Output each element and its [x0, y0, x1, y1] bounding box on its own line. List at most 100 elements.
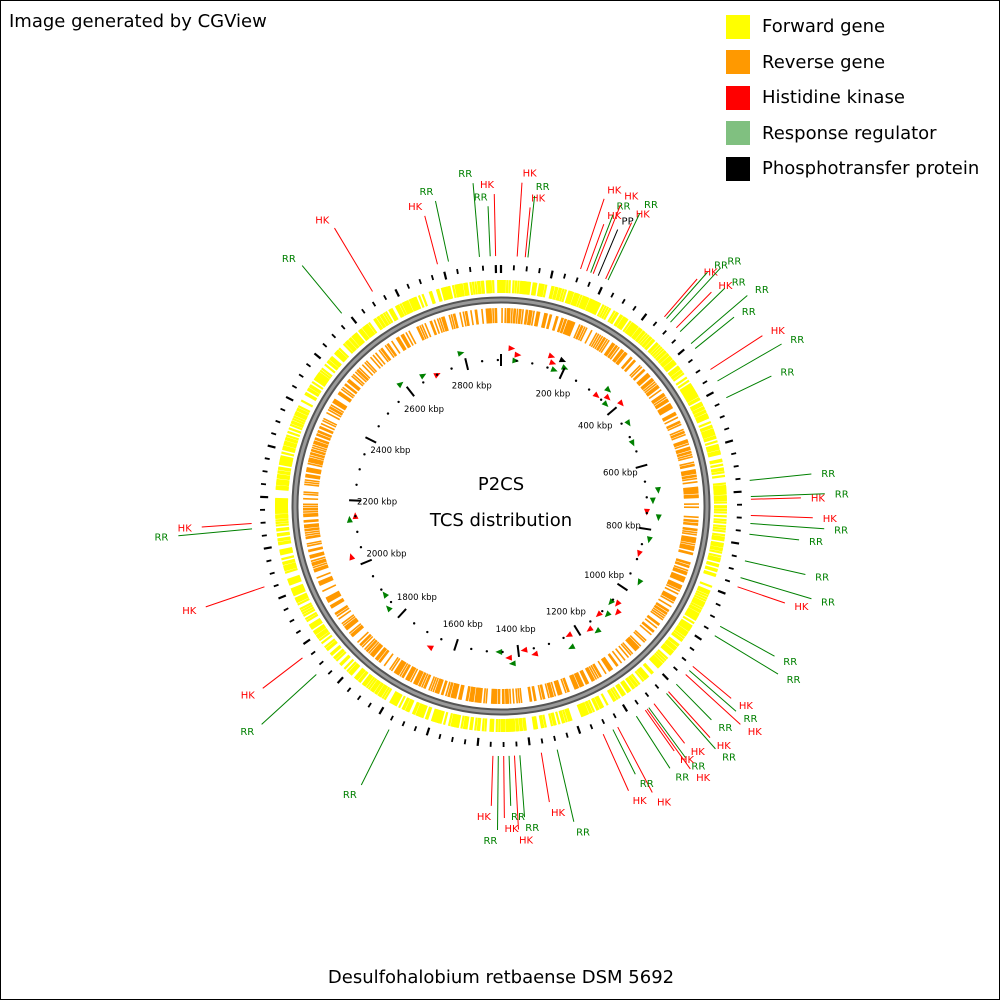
- callout-line: [666, 693, 716, 750]
- ruler-label: 1200 kbp: [546, 608, 586, 618]
- legend-label: Reverse gene: [762, 51, 886, 73]
- forward-gene-mark: [709, 545, 724, 551]
- reverse-gene-mark: [661, 593, 676, 602]
- reverse-gene-mark: [645, 384, 659, 396]
- forward-gene-mark: [710, 543, 724, 548]
- forward-gene-mark: [450, 713, 456, 727]
- legend-item-histidine-kinase: Histidine kinase: [726, 80, 979, 116]
- reverse-gene-mark: [315, 433, 331, 441]
- callout-line: [201, 523, 252, 528]
- outer-tick: [654, 683, 660, 689]
- outer-tick: [634, 699, 639, 705]
- reverse-gene-mark: [372, 644, 384, 658]
- callout-label-rr: RR: [714, 261, 728, 272]
- reverse-gene-mark: [369, 642, 381, 656]
- reverse-gene-mark: [607, 653, 618, 667]
- reverse-gene-mark: [316, 571, 331, 579]
- callout-label-hk: HK: [480, 180, 495, 191]
- forward-gene-mark: [713, 484, 727, 489]
- reverse-gene-mark: [381, 347, 392, 361]
- reverse-gene-mark: [483, 688, 487, 704]
- tcs-marker-pp: [558, 356, 567, 363]
- forward-gene-mark: [572, 293, 580, 307]
- reverse-gene-mark: [571, 674, 580, 689]
- forward-gene-mark: [652, 654, 664, 666]
- reverse-gene-mark: [616, 352, 628, 366]
- reverse-gene-mark: [458, 684, 464, 700]
- reverse-gene-mark: [588, 332, 598, 347]
- tcs-marker-hk: [349, 553, 356, 561]
- outer-tick: [298, 373, 304, 378]
- reverse-gene-mark: [326, 411, 341, 421]
- reverse-gene-mark: [517, 688, 521, 704]
- forward-gene-mark: [542, 714, 547, 728]
- reverse-gene-mark: [676, 451, 692, 458]
- callout-line: [360, 729, 390, 786]
- reverse-gene-mark: [370, 643, 382, 657]
- forward-gene-mark: [651, 655, 663, 666]
- reverse-gene-mark: [437, 679, 444, 695]
- ruler-label: 2800 kbp: [452, 381, 492, 391]
- callout-label-hk: HK: [531, 193, 546, 204]
- outer-tick: [589, 724, 594, 730]
- tcs-marker-rr: [594, 627, 602, 634]
- reverse-gene-mark: [314, 438, 330, 445]
- forward-gene-mark: [514, 718, 519, 732]
- tcs-marker-rr: [655, 514, 662, 522]
- forward-gene-mark: [655, 650, 667, 662]
- reverse-gene-mark: [517, 308, 521, 324]
- callout-label-rr: RR: [576, 827, 590, 838]
- callout-line: [719, 625, 775, 657]
- forward-gene-mark: [324, 638, 336, 649]
- forward-gene-mark: [671, 632, 683, 643]
- forward-gene-mark: [481, 718, 485, 732]
- forward-gene-mark: [458, 283, 463, 297]
- reverse-gene-mark: [546, 682, 552, 698]
- outer-tick: [553, 735, 557, 742]
- ruler-major-tick: [635, 463, 648, 469]
- forward-gene-mark: [304, 611, 318, 621]
- reverse-gene-mark: [306, 540, 322, 545]
- reverse-gene-mark: [309, 551, 325, 557]
- reverse-gene-mark: [350, 624, 363, 636]
- forward-gene-mark: [711, 474, 726, 479]
- forward-gene-mark: [700, 425, 714, 433]
- reverse-gene-mark: [444, 681, 451, 697]
- callout-label-hk: HK: [315, 215, 330, 226]
- callout-line: [688, 670, 737, 712]
- callout-line: [653, 703, 685, 744]
- reverse-gene-mark: [393, 659, 404, 674]
- reverse-gene-mark: [535, 311, 541, 327]
- forward-gene-mark: [680, 618, 693, 628]
- reverse-gene-mark: [544, 683, 550, 699]
- forward-gene-mark: [377, 684, 387, 697]
- reverse-gene-mark: [681, 471, 697, 476]
- callout-line: [527, 195, 536, 258]
- tcs-marker-rr: [649, 497, 656, 505]
- reverse-gene-mark: [492, 308, 495, 324]
- forward-gene-mark: [345, 340, 357, 352]
- callout-label-rr: RR: [821, 598, 835, 609]
- forward-gene-mark: [454, 284, 460, 298]
- forward-gene-mark: [710, 542, 724, 547]
- reverse-gene-mark: [601, 657, 612, 672]
- forward-gene-mark: [464, 716, 469, 730]
- forward-gene-mark: [587, 299, 595, 313]
- forward-gene-mark: [556, 287, 563, 301]
- forward-gene-mark: [310, 620, 323, 630]
- forward-gene-mark: [407, 699, 415, 713]
- reverse-gene-mark: [660, 594, 675, 604]
- reverse-gene-mark: [401, 334, 411, 348]
- forward-gene-mark: [415, 703, 423, 716]
- ruler-minor-tick: [501, 650, 504, 654]
- forward-gene-mark: [343, 658, 355, 670]
- outer-tick: [597, 286, 603, 295]
- forward-gene-mark: [686, 394, 699, 404]
- forward-gene-mark: [374, 682, 384, 695]
- forward-gene-mark: [598, 305, 607, 318]
- forward-gene-mark: [712, 532, 726, 537]
- forward-gene-mark: [446, 286, 453, 300]
- reverse-gene-mark: [607, 345, 619, 359]
- forward-gene-mark: [674, 627, 687, 637]
